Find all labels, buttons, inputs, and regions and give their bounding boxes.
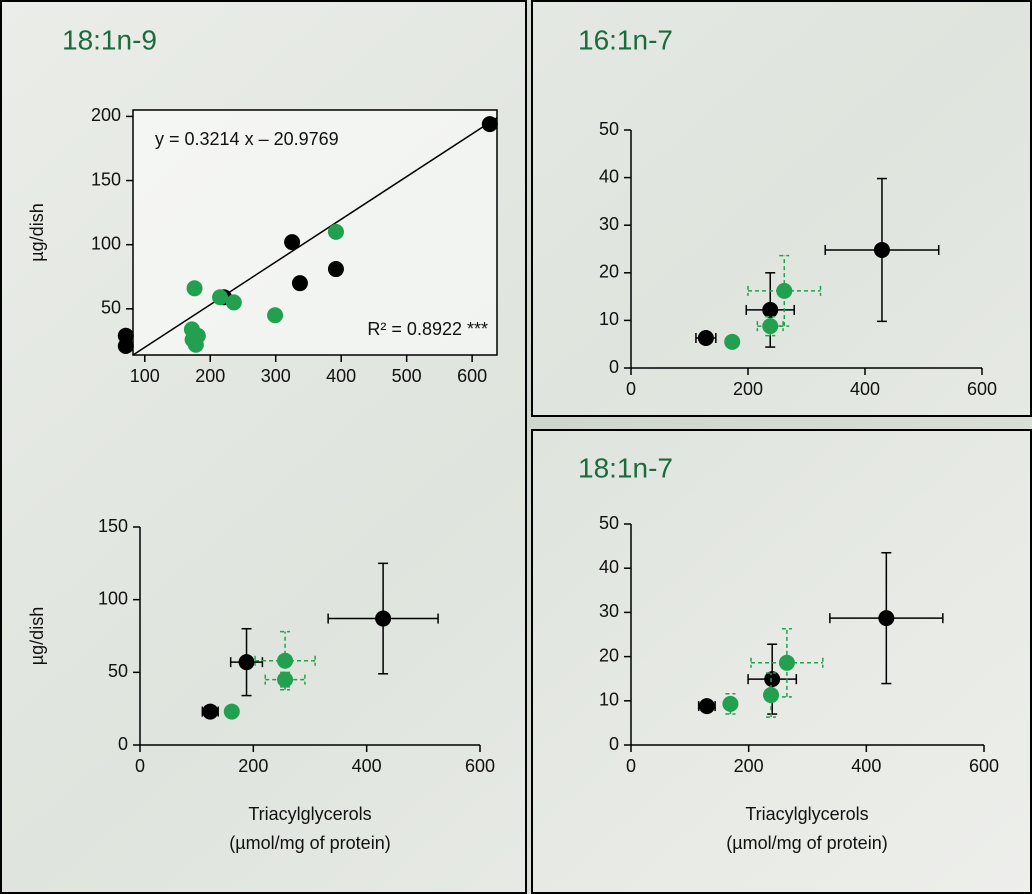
panel-title: 16:1n-7 [578,24,673,55]
x-tick-label: 400 [851,756,881,776]
x-axis-label: Triacylglycerols [745,804,868,824]
x-tick-label: 0 [626,379,636,399]
y-tick-label: 0 [609,357,619,377]
y-axis-label: µg/dish [27,607,47,665]
y-tick-label: 10 [599,690,619,710]
point [873,241,890,258]
x-tick-label: 100 [130,366,160,386]
point [878,610,895,627]
point [284,234,301,251]
annotation: R² = 0.8922 *** [367,319,488,339]
point [212,289,229,306]
y-tick-label: 50 [599,119,619,139]
point [698,698,715,715]
y-tick-label: 40 [599,557,619,577]
point [189,327,206,344]
x-tick-label: 0 [135,756,145,776]
y-tick-label: 40 [599,166,619,186]
panel [531,0,1032,417]
point [762,318,779,335]
x-tick-label: 300 [261,366,291,386]
y-tick-label: 150 [98,516,128,536]
point [291,275,308,292]
y-axis-label: µg/dish [27,203,47,261]
y-tick-label: 150 [91,169,121,189]
x-tick-label: 600 [465,756,495,776]
point [724,333,741,350]
panel-title: 18:1n-7 [578,452,673,483]
y-tick-label: 100 [98,588,128,608]
y-tick-label: 20 [599,645,619,665]
x-tick-label: 500 [392,366,422,386]
point [225,294,242,311]
y-tick-label: 50 [101,298,121,318]
point [327,261,344,278]
point [238,654,255,671]
y-tick-label: 0 [609,734,619,754]
x-tick-label: 200 [195,366,225,386]
x-tick-label: 400 [352,756,382,776]
point [267,307,284,324]
x-tick-label: 600 [967,379,997,399]
point [202,703,219,720]
point [762,301,779,318]
y-tick-label: 100 [91,233,121,253]
x-tick-label: 400 [850,379,880,399]
y-tick-label: 50 [599,513,619,533]
point [277,671,294,688]
point [722,695,739,712]
point [327,223,344,240]
point [481,116,498,133]
y-tick-label: 0 [118,734,128,754]
x-tick-label: 600 [457,366,487,386]
trend-line [132,117,498,356]
y-tick-label: 30 [599,214,619,234]
annotation: y = 0.3214 x – 20.9769 [155,129,339,149]
point [776,282,793,299]
panel-title: 18:1n-9 [62,24,157,55]
x-tick-label: 200 [733,379,763,399]
point [277,652,294,669]
y-tick-label: 200 [91,105,121,125]
plot-frame [132,109,498,356]
point [186,280,203,297]
point [223,703,240,720]
x-tick-label: 200 [734,756,764,776]
point [697,330,714,347]
x-axis-label: Triacylglycerols [248,804,371,824]
point [764,671,781,688]
x-tick-label: 200 [238,756,268,776]
point [117,338,134,355]
point [375,610,392,627]
x-tick-label: 400 [326,366,356,386]
y-tick-label: 30 [599,601,619,621]
point [763,687,780,704]
x-tick-label: 0 [626,756,636,776]
x-axis-label: (µmol/mg of protein) [229,833,390,853]
y-tick-label: 20 [599,262,619,282]
y-tick-label: 10 [599,309,619,329]
y-tick-label: 50 [108,661,128,681]
x-tick-label: 600 [969,756,999,776]
x-axis-label: (µmol/mg of protein) [726,833,887,853]
point [778,654,795,671]
